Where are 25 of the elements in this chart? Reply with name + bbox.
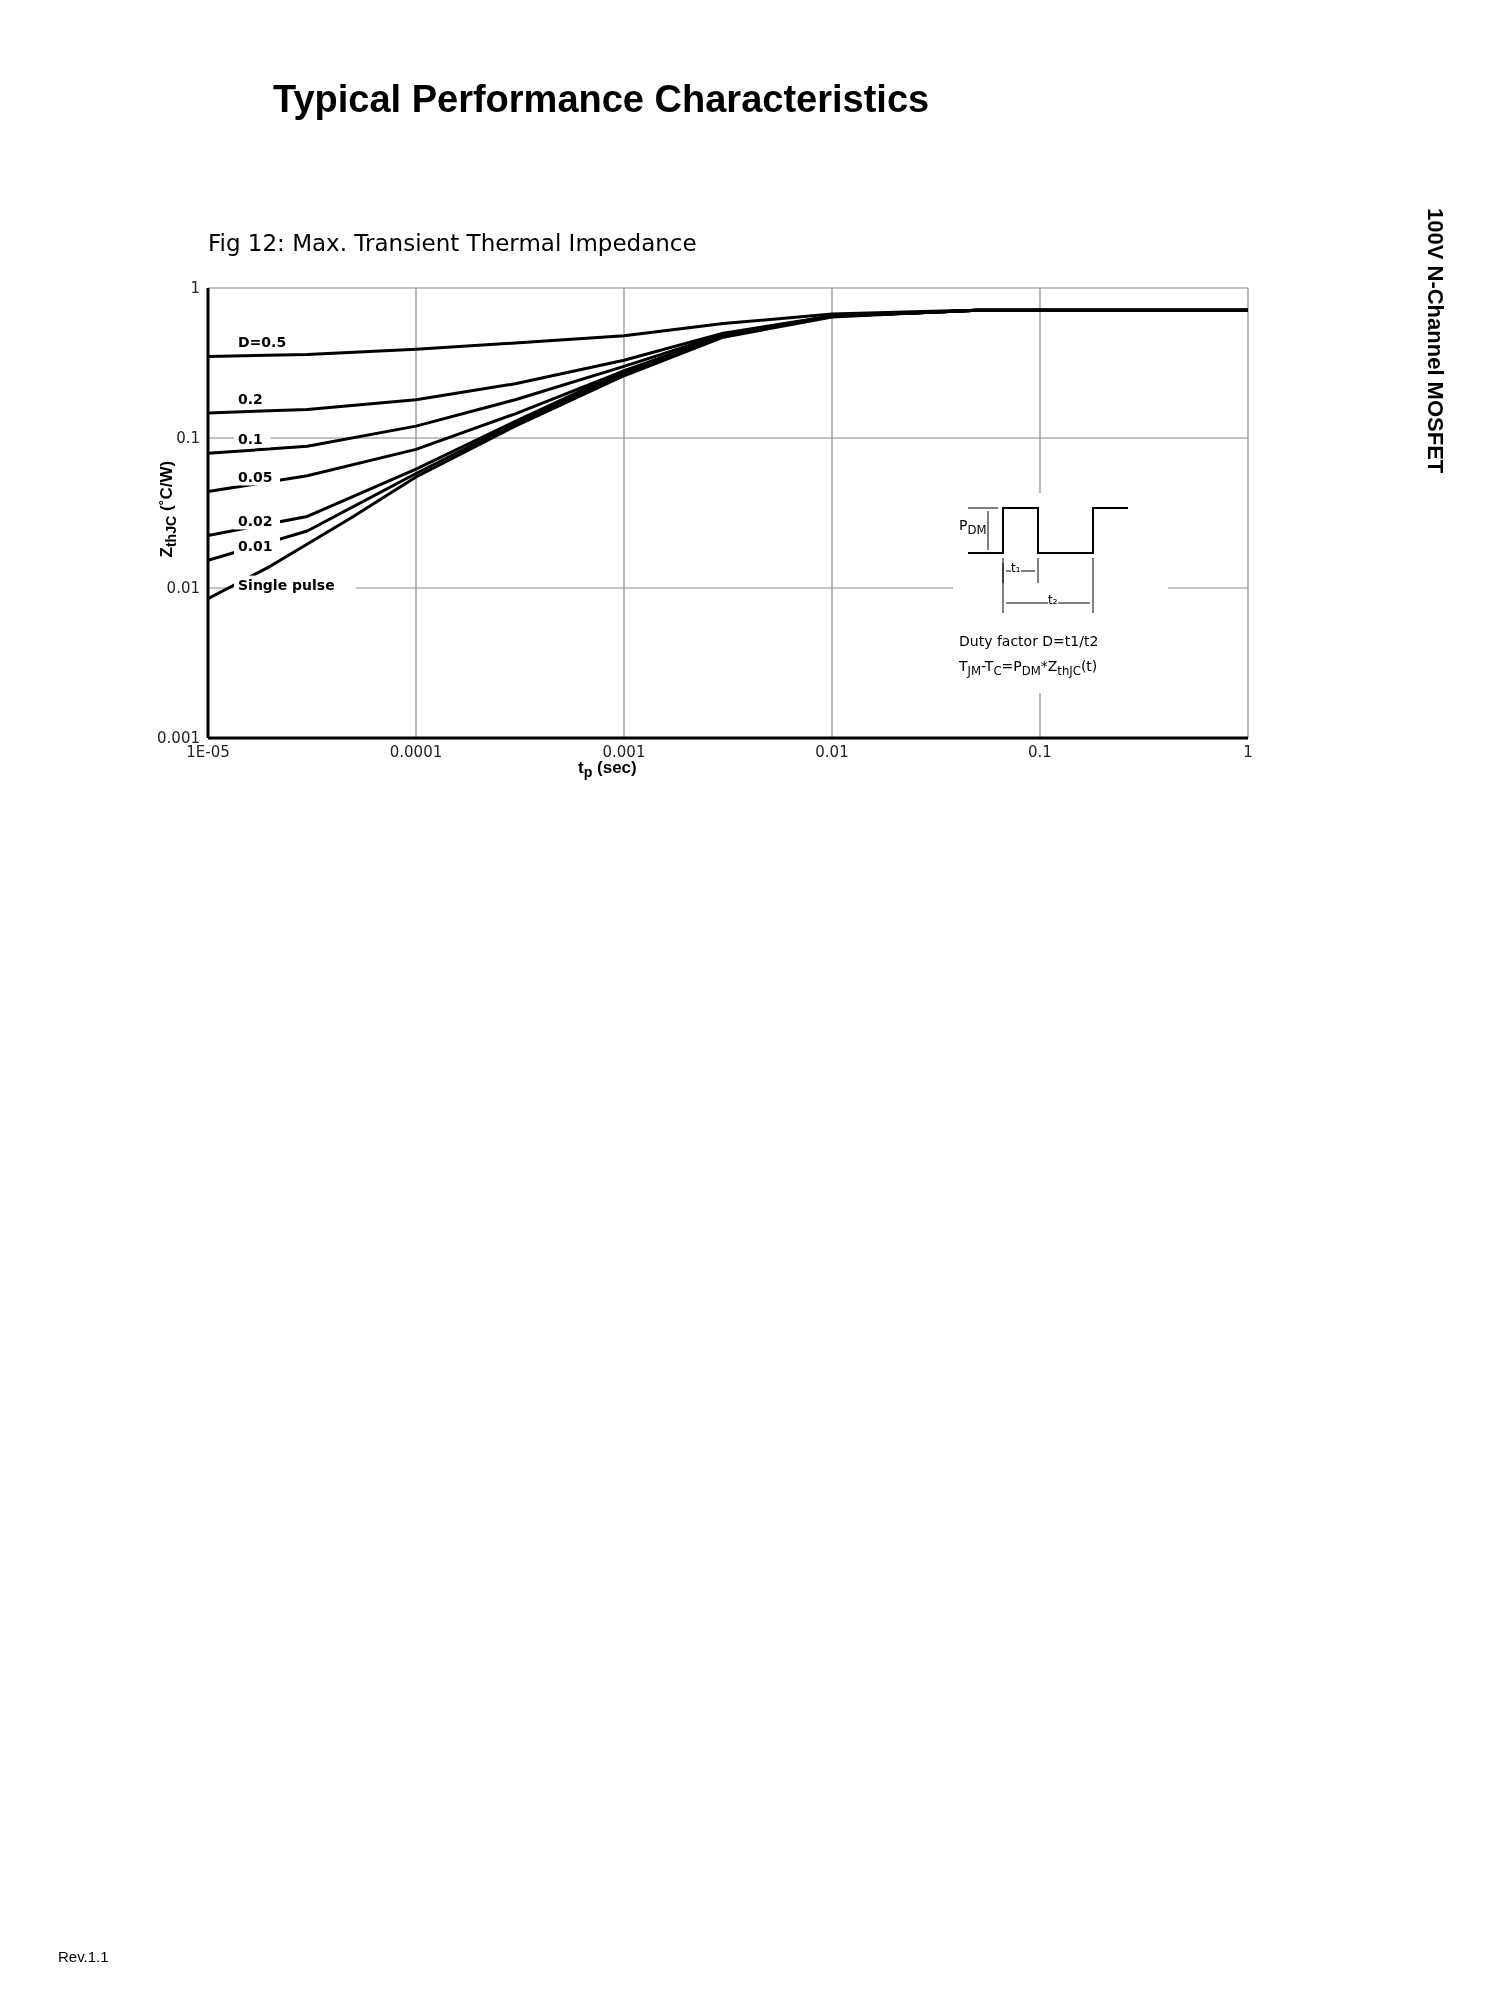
y-tick-label: 0.1 xyxy=(176,429,200,448)
annotation: t₂ xyxy=(1048,593,1058,607)
y-tick-label: 0.01 xyxy=(166,579,200,598)
text: T$_{JM}$-T$_{C}$=P$_{DM}$*Z$_{thJC}$(t) xyxy=(959,658,1098,678)
x-tick-label: 0.001 xyxy=(602,742,646,761)
x-axis-title: t$_{p}$ (sec) xyxy=(578,758,637,781)
series-label: 0.01 xyxy=(238,538,273,555)
series-label: 0.2 xyxy=(238,390,263,407)
text: Rev.1.1 xyxy=(58,1948,109,1965)
text: 100V N-Channel MOSFET xyxy=(1422,208,1448,474)
y-tick-label: 1 xyxy=(190,279,200,298)
chart-subtitle: Fig 12: Max. Transient Thermal Impedance xyxy=(208,230,697,256)
annotation: Duty factor D=t1/t2 xyxy=(959,633,1099,649)
annotation: P$_{DM}$ xyxy=(959,517,987,537)
series-label: 0.02 xyxy=(238,513,273,530)
series-label: 0.05 xyxy=(238,469,273,486)
x-tick-label: 0.01 xyxy=(815,742,849,761)
series-label: Single pulse xyxy=(238,576,335,593)
x-tick-label: 1 xyxy=(1243,742,1253,761)
x-tick-label: 0.0001 xyxy=(389,742,443,761)
series-label: 0.1 xyxy=(238,431,263,448)
series-label: D=0.5 xyxy=(238,334,287,351)
annotation: t₁ xyxy=(1011,561,1021,575)
x-tick-label: 0.1 xyxy=(1028,742,1052,761)
chart-title: Typical Performance Characteristics xyxy=(273,78,930,121)
